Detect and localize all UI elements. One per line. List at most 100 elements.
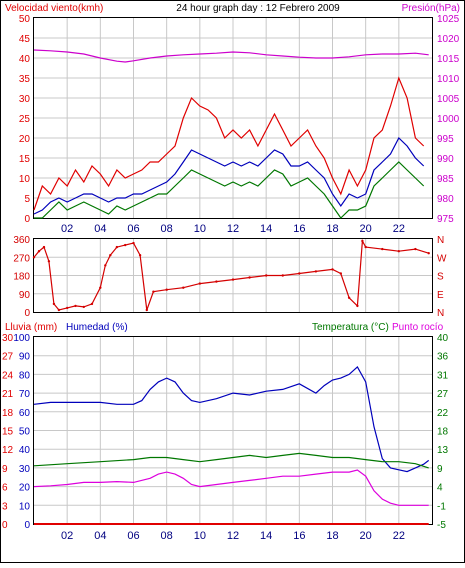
data-point-wind_dir [57, 308, 61, 312]
y-tick-label-left: 40 [19, 445, 31, 456]
y-tick-label-left: 10 [19, 174, 31, 185]
data-point-wind_dir [115, 245, 119, 249]
y-tick-label-left: 270 [13, 253, 30, 264]
data-point-wind_dir [82, 305, 86, 309]
y-tick-label-rain: 0 [2, 520, 8, 531]
y-tick-label-right: 1005 [437, 94, 460, 105]
y-tick-label-left: 45 [19, 34, 31, 45]
y-tick-label-rain: 12 [2, 445, 14, 456]
x-tick-label: 14 [260, 530, 272, 542]
data-point-wind_dir [124, 243, 127, 247]
y-tick-label-left: 360 [13, 235, 30, 246]
y-tick-label-right: 18 [437, 427, 449, 438]
y-tick-label-left: 0 [24, 214, 30, 225]
y-tick-label-right: N [437, 308, 444, 319]
y-tick-label-right: 1000 [437, 114, 460, 125]
y-tick-label-right: 9 [437, 464, 443, 475]
data-point-wind_dir [397, 250, 400, 253]
data-point-wind_dir [138, 254, 142, 257]
y-tick-label-right: 31 [437, 370, 449, 381]
x-tick-label: 06 [127, 530, 139, 542]
x-tick-label: 22 [393, 223, 405, 235]
y-tick-label-rain: 21 [2, 389, 14, 400]
data-point-wind_dir [231, 278, 235, 281]
rain-axis-label: Lluvia (mm) [5, 322, 57, 333]
y-tick-label-right: 40 [437, 333, 449, 344]
data-point-wind_dir [37, 250, 41, 253]
y-tick-label-left: 35 [19, 74, 31, 85]
data-point-wind_dir [248, 276, 251, 279]
y-tick-label-right: 13 [437, 445, 449, 456]
data-point-wind_dir [47, 260, 51, 263]
y-tick-label-right: 1015 [437, 54, 460, 65]
data-point-wind_dir [427, 252, 430, 255]
pressure-axis-label: Presión(hPa) [402, 3, 460, 14]
data-point-wind_dir [281, 274, 284, 277]
y-tick-label-right: -5 [437, 520, 446, 531]
data-point-wind_dir [99, 286, 102, 289]
x-tick-label: 06 [127, 223, 139, 235]
x-tick-label: 02 [61, 530, 73, 542]
x-tick-label: 12 [227, 530, 239, 542]
series-line-humidity [33, 365, 430, 473]
data-point-wind_dir [109, 254, 112, 257]
y-tick-label-rain: 27 [2, 352, 14, 363]
data-point-wind_dir [347, 296, 351, 299]
direction-panel-frame [33, 238, 433, 313]
y-tick-label-right: S [437, 272, 444, 283]
y-tick-label-left: 25 [19, 114, 31, 125]
data-point-wind_dir [42, 245, 46, 249]
data-point-wind_dir [414, 247, 417, 251]
y-tick-label-right: 4 [437, 483, 443, 494]
data-point-wind_dir [298, 272, 301, 275]
graph-title: 24 hour graph day : 12 Febrero 2009 [176, 3, 340, 14]
y-tick-label-rain: 24 [2, 370, 14, 381]
data-point-wind_dir [331, 268, 334, 271]
y-tick-label-left: 20 [19, 483, 31, 494]
x-tick-label: 20 [360, 530, 372, 542]
data-point-wind_dir [90, 302, 94, 306]
y-tick-label-right: 985 [437, 174, 454, 185]
x-tick-label: 14 [260, 223, 272, 235]
y-tick-label-left: 100 [13, 333, 30, 344]
y-tick-label-right: 22 [437, 408, 449, 419]
y-tick-label-left: 0 [24, 308, 30, 319]
data-point-wind_dir [356, 304, 359, 308]
y-tick-label-right: 975 [437, 214, 454, 225]
y-tick-label-right: 27 [437, 389, 449, 400]
y-tick-label-left: 50 [19, 427, 31, 438]
y-tick-label-left: 5 [24, 194, 30, 205]
y-tick-label-rain: 3 [2, 501, 8, 512]
series-line-dewpoint [33, 469, 429, 506]
x-tick-label: 08 [161, 223, 173, 235]
data-point-wind_dir [104, 264, 107, 267]
data-series [32, 49, 430, 525]
y-tick-label-rain: 30 [2, 333, 14, 344]
series-line-wind_min [34, 161, 425, 219]
y-tick-label-left: 60 [19, 408, 31, 419]
data-point-wind_dir [339, 272, 342, 275]
y-tick-label-rain: 6 [2, 483, 8, 494]
x-tick-label: 02 [61, 223, 73, 235]
x-tick-label: 12 [227, 223, 239, 235]
x-tick-label: 18 [326, 223, 338, 235]
y-tick-label-right: 1010 [437, 74, 460, 85]
dewpoint-axis-label: Punto rocío [392, 322, 444, 333]
x-tick-label: 20 [360, 223, 372, 235]
y-tick-label-left: 90 [19, 290, 31, 301]
y-tick-label-rain: 9 [2, 464, 8, 475]
x-tick-label: 10 [194, 223, 206, 235]
x-tick-label: 22 [393, 530, 405, 542]
data-point-wind_dir [381, 247, 384, 251]
y-tick-label-right: 1020 [437, 34, 460, 45]
x-tick-label: 16 [293, 530, 305, 542]
x-tick-label: 08 [161, 530, 173, 542]
y-tick-label-left: 80 [19, 370, 31, 381]
y-tick-label-right: N [437, 235, 444, 246]
y-tick-label-right: 990 [437, 154, 454, 165]
x-tick-label: 04 [94, 530, 106, 542]
data-point-wind_dir [198, 282, 201, 285]
x-tick-label: 04 [94, 223, 106, 235]
